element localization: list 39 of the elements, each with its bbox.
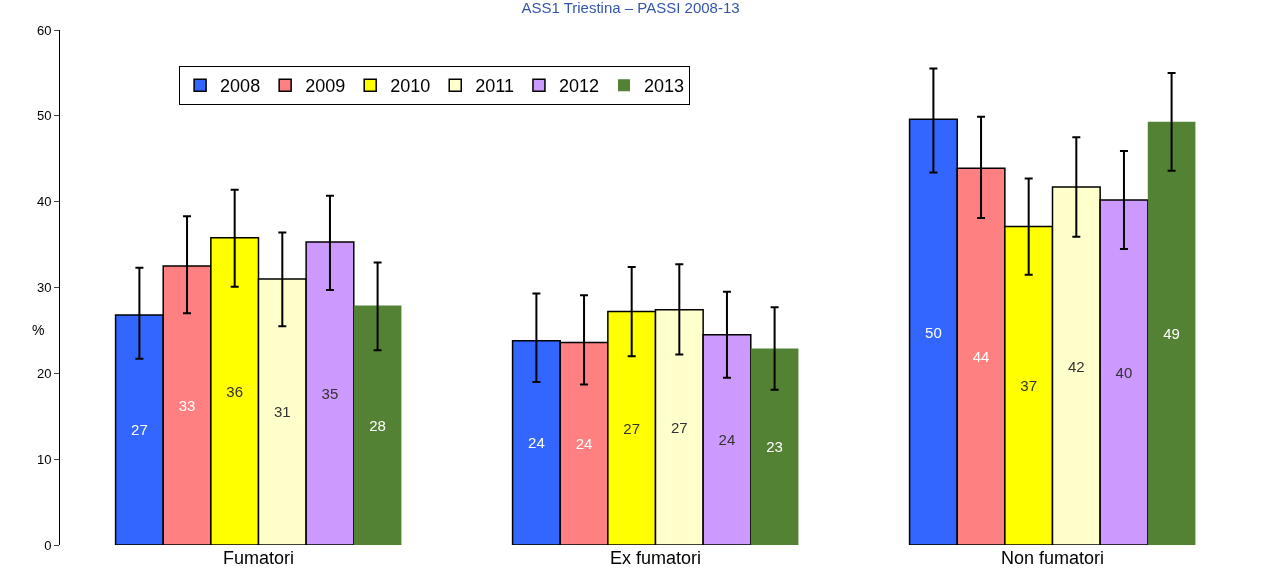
- y-tick-label: 50: [36, 108, 52, 124]
- data-label: 23: [766, 438, 783, 456]
- data-label: 42: [1067, 357, 1085, 375]
- data-label: 28: [369, 416, 386, 434]
- data-label: 24: [575, 435, 593, 453]
- data-label: 37: [1020, 377, 1038, 395]
- bar: [353, 305, 402, 545]
- legend-label: 2013: [644, 76, 685, 97]
- legend-label: 2010: [390, 76, 431, 97]
- y-tick-label: 20: [36, 365, 52, 381]
- data-label: 27: [623, 419, 641, 437]
- y-tick-label: 30: [36, 280, 52, 296]
- data-label: 27: [131, 421, 148, 439]
- data-label: 24: [718, 431, 736, 449]
- y-tick-label: 0: [44, 537, 52, 553]
- data-label: 33: [178, 397, 196, 415]
- x-tick-label: Non fumatori: [1000, 548, 1105, 568]
- bar: [1147, 121, 1196, 545]
- x-tick-label: Fumatori: [222, 548, 295, 568]
- data-label: 36: [226, 382, 244, 400]
- data-label: 24: [528, 434, 545, 452]
- y-tick-label: 40: [36, 194, 52, 210]
- data-label: 35: [321, 385, 339, 403]
- legend-label: 2008: [220, 76, 261, 97]
- x-tick-label: Ex fumatori: [609, 548, 702, 568]
- y-tick-label: 60: [36, 22, 52, 38]
- legend-label: 2009: [305, 76, 346, 97]
- chart-title: ASS1 Triestina – PASSI 2008-13: [521, 0, 740, 17]
- data-label: 50: [925, 323, 942, 341]
- y-axis-title: %: [32, 322, 45, 338]
- data-label: 49: [1163, 324, 1180, 342]
- y-tick-label: 10: [36, 451, 52, 467]
- data-label: 27: [670, 418, 688, 436]
- bar: [750, 348, 799, 545]
- data-label: 44: [972, 348, 990, 366]
- legend-label: 2011: [475, 76, 514, 97]
- legend-label: 2012: [558, 76, 600, 97]
- data-label: 40: [1115, 363, 1133, 381]
- data-label: 31: [273, 403, 291, 421]
